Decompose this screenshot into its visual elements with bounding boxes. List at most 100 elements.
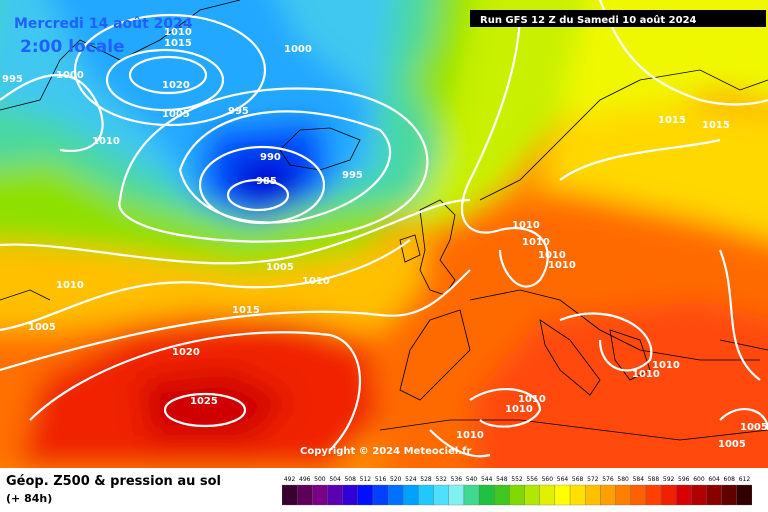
forecast-time: 2:00 locale xyxy=(20,37,125,57)
scale-swatch xyxy=(282,484,298,506)
scale-tick-label: 588 xyxy=(648,476,660,483)
scale-swatch xyxy=(660,484,677,506)
scale-tick-label: 496 xyxy=(299,476,311,483)
scale-swatch xyxy=(691,484,707,506)
isobar-label: 1000 xyxy=(56,70,84,81)
isobar-label: 1005 xyxy=(266,262,294,273)
scale-swatch xyxy=(630,484,647,506)
scale-swatch xyxy=(585,484,601,506)
scale-swatch xyxy=(600,484,616,506)
scale-tick-label: 544 xyxy=(481,476,493,483)
scale-tick-label: 556 xyxy=(526,476,538,483)
scale-swatch xyxy=(706,484,722,506)
run-banner xyxy=(470,10,766,27)
scale-swatch xyxy=(615,484,631,506)
scale-tick-label: 504 xyxy=(329,476,341,483)
isobar-label: 1010 xyxy=(512,220,540,231)
scale-tick-label: 524 xyxy=(405,476,417,483)
isobar-label: 1015 xyxy=(702,120,730,131)
scale-tick-label: 608 xyxy=(724,476,736,483)
scale-swatch xyxy=(539,484,556,506)
scale-swatch xyxy=(736,484,752,506)
scale-tick-label: 612 xyxy=(739,476,751,483)
geopotential-field xyxy=(0,0,768,468)
isobar-label: 1010 xyxy=(522,237,550,248)
scale-tick-label: 520 xyxy=(390,476,402,483)
scale-swatch xyxy=(372,484,389,506)
isobar-label: 1005 xyxy=(740,422,768,433)
scale-swatch xyxy=(494,484,510,506)
isobar-label: 1010 xyxy=(456,430,484,441)
scale-tick-label: 592 xyxy=(663,476,675,483)
scale-tick-label: 492 xyxy=(284,476,296,483)
coastlines xyxy=(0,0,768,441)
scale-tick-label: 580 xyxy=(617,476,629,483)
scale-swatch xyxy=(721,484,737,506)
isobar-label: 1015 xyxy=(164,38,192,49)
scale-tick-label: 560 xyxy=(542,476,554,483)
isobar-lines xyxy=(0,0,768,456)
scale-swatch xyxy=(463,484,480,506)
copyright-text: Copyright © 2024 Meteociel.fr xyxy=(300,446,471,457)
forecast-date: Mercredi 14 août 2024 xyxy=(14,16,193,32)
isobar-label: 1010 xyxy=(548,260,576,271)
isobar-label: 1005 xyxy=(28,322,56,333)
map-title: Géop. Z500 & pression au sol xyxy=(6,474,221,489)
scale-tick-label: 548 xyxy=(496,476,508,483)
scale-swatch xyxy=(342,484,358,506)
scale-swatch xyxy=(645,484,662,506)
scale-swatch xyxy=(357,484,374,506)
isobar-label: 995 xyxy=(228,106,249,117)
isobar-label: 995 xyxy=(342,170,363,181)
scale-tick-label: 604 xyxy=(708,476,720,483)
isobar-label: 1000 xyxy=(284,44,312,55)
isobar-label: 1010 xyxy=(56,280,84,291)
run-label: Run GFS 12 Z du Samedi 10 août 2024 xyxy=(480,14,697,26)
scale-tick-label: 572 xyxy=(587,476,599,483)
scale-tick-label: 516 xyxy=(375,476,387,483)
isobar-label: 1010 xyxy=(632,369,660,380)
isobar-label: 1010 xyxy=(538,250,566,261)
scale-tick-label: 600 xyxy=(693,476,705,483)
isobar-label: 1020 xyxy=(172,347,200,358)
scale-tick-label: 564 xyxy=(557,476,569,483)
scale-tick-label: 552 xyxy=(511,476,523,483)
isobar-label: 1020 xyxy=(162,80,190,91)
scale-tick-label: 508 xyxy=(344,476,356,483)
isobar-label: 995 xyxy=(2,74,23,85)
scale-tick-label: 584 xyxy=(633,476,645,483)
isobar-label: 990 xyxy=(260,152,281,163)
scale-swatch xyxy=(676,484,692,506)
scale-swatch xyxy=(524,484,540,506)
isobar-label: 1010 xyxy=(302,276,330,287)
scale-swatch xyxy=(312,484,328,506)
isobar-label: 1010 xyxy=(518,394,546,405)
isobar-label: 1010 xyxy=(92,136,120,147)
scale-tick-label: 540 xyxy=(466,476,478,483)
isobar-label: 1015 xyxy=(658,115,686,126)
geopotential-map: 1010 1015 1020 1005 995 1000 1010 1000 9… xyxy=(0,0,768,468)
isobar-label: 1010 xyxy=(164,27,192,38)
scale-tick-label: 568 xyxy=(572,476,584,483)
forecast-step: (+ 84h) xyxy=(6,492,53,505)
scale-swatch xyxy=(418,484,434,506)
scale-tick-label: 500 xyxy=(314,476,326,483)
scale-swatch xyxy=(297,484,313,506)
scale-tick-label: 536 xyxy=(451,476,463,483)
scale-swatch xyxy=(509,484,525,506)
isobar-label: 1005 xyxy=(162,109,190,120)
isobar-labels: 1010 1015 1020 1005 995 1000 1010 1000 9… xyxy=(2,27,768,450)
isobar-label: 1015 xyxy=(232,305,260,316)
isobar-label: 985 xyxy=(256,176,277,187)
scale-tick-label: 596 xyxy=(678,476,690,483)
scale-swatch xyxy=(403,484,419,506)
scale-swatch xyxy=(554,484,571,506)
scale-swatch xyxy=(327,484,343,506)
isobar-label: 1010 xyxy=(652,360,680,371)
scale-tick-label: 512 xyxy=(360,476,372,483)
scale-tick-label: 576 xyxy=(602,476,614,483)
scale-swatch xyxy=(433,484,449,506)
scale-tick-label: 532 xyxy=(435,476,447,483)
scale-swatch xyxy=(448,484,465,506)
